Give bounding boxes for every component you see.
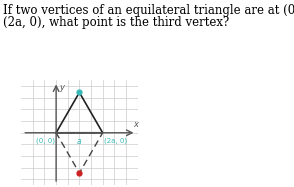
Text: a: a bbox=[77, 137, 82, 146]
Text: (0, 0): (0, 0) bbox=[36, 137, 55, 144]
Text: (2a, 0): (2a, 0) bbox=[104, 137, 127, 144]
Text: If two vertices of an equilateral triangle are at (0, 0) and: If two vertices of an equilateral triang… bbox=[3, 4, 294, 17]
Text: (2a, 0), what point is the third vertex?: (2a, 0), what point is the third vertex? bbox=[3, 16, 229, 29]
Text: x: x bbox=[133, 120, 138, 129]
Text: y: y bbox=[59, 83, 64, 92]
